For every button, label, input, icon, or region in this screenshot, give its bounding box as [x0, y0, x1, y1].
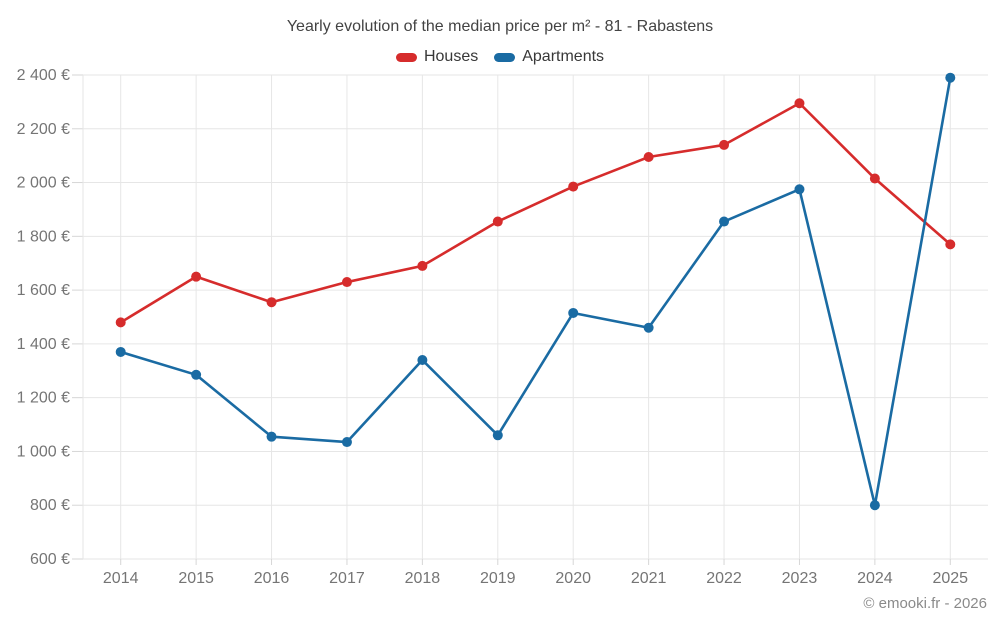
point-apartments-2022[interactable] [719, 216, 730, 227]
houses-line [119, 101, 952, 324]
point-houses-2018[interactable] [417, 260, 428, 271]
point-houses-2016[interactable] [266, 297, 277, 308]
point-houses-2022[interactable] [719, 139, 730, 150]
y-axis-label: 1 000 € [17, 443, 70, 460]
x-axis-label: 2024 [857, 570, 893, 587]
houses-series-swatch-icon [395, 52, 417, 62]
point-apartments-2024[interactable] [869, 500, 880, 511]
point-apartments-2018[interactable] [417, 355, 428, 366]
apartments-line [119, 76, 952, 507]
x-axis-label: 2015 [178, 570, 214, 587]
x-axis-label: 2017 [329, 570, 365, 587]
x-axis-label: 2023 [782, 570, 818, 587]
x-axis-label: 2025 [932, 570, 968, 587]
x-axis-label: 2014 [103, 570, 139, 587]
y-axis-label: 1 800 € [17, 228, 70, 245]
y-axis-label: 1 400 € [17, 336, 70, 353]
x-axis-label: 2018 [405, 570, 441, 587]
legend-label-apartments: Apartments [522, 48, 605, 65]
y-axis-label: 2 000 € [17, 175, 70, 192]
copyright-footer: © emooki.fr - 2026 [863, 595, 987, 612]
point-apartments-2016[interactable] [266, 431, 277, 442]
point-apartments-2015[interactable] [191, 369, 202, 380]
x-axis-label: 2019 [480, 570, 516, 587]
y-axis-label: 1 600 € [17, 282, 70, 299]
legend-item-houses[interactable]: Houses [395, 48, 479, 66]
chart-legend: Houses Apartments [0, 48, 1000, 66]
point-apartments-2023[interactable] [794, 184, 805, 195]
point-houses-2019[interactable] [492, 216, 503, 227]
point-apartments-2014[interactable] [115, 346, 126, 357]
point-apartments-2025[interactable] [945, 72, 956, 83]
x-axis-label: 2022 [706, 570, 742, 587]
point-houses-2017[interactable] [341, 277, 352, 288]
x-axis-label: 2020 [555, 570, 591, 587]
x-axis-label: 2021 [631, 570, 667, 587]
point-houses-2023[interactable] [794, 98, 805, 109]
point-apartments-2017[interactable] [341, 437, 352, 448]
point-houses-2020[interactable] [568, 181, 579, 192]
y-axis-label: 800 € [30, 497, 70, 514]
apartments-series-swatch-icon [494, 52, 516, 62]
point-apartments-2019[interactable] [492, 430, 503, 441]
point-houses-2015[interactable] [191, 271, 202, 282]
point-apartments-2021[interactable] [643, 322, 654, 333]
point-houses-2014[interactable] [115, 317, 126, 328]
point-houses-2021[interactable] [643, 152, 654, 163]
point-houses-2024[interactable] [869, 173, 880, 184]
chart-title: Yearly evolution of the median price per… [286, 18, 714, 35]
y-axis-label: 600 € [30, 551, 70, 568]
y-axis-label: 1 200 € [17, 390, 70, 407]
point-houses-2025[interactable] [945, 239, 956, 250]
legend-label-houses: Houses [423, 48, 479, 65]
y-axis-label: 2 200 € [17, 121, 70, 138]
x-axis-label: 2016 [254, 570, 290, 587]
point-apartments-2020[interactable] [568, 307, 579, 318]
y-axis-label: 2 400 € [17, 67, 70, 84]
legend-item-apartments[interactable]: Apartments [494, 48, 604, 66]
